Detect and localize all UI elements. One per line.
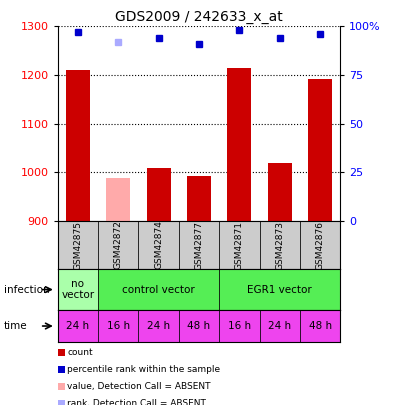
- Text: GSM42876: GSM42876: [316, 221, 325, 269]
- Text: GSM42872: GSM42872: [114, 221, 123, 269]
- Bar: [139, 221, 179, 269]
- Text: percentile rank within the sample: percentile rank within the sample: [67, 365, 220, 374]
- Text: rank, Detection Call = ABSENT: rank, Detection Call = ABSENT: [67, 399, 206, 405]
- Bar: [300, 221, 340, 269]
- Text: GSM42877: GSM42877: [195, 221, 203, 269]
- Bar: [179, 310, 219, 342]
- Bar: [98, 221, 139, 269]
- Text: 16 h: 16 h: [107, 321, 130, 331]
- Bar: [58, 221, 98, 269]
- Bar: [58, 310, 98, 342]
- Bar: [227, 68, 252, 221]
- Text: GSM42874: GSM42874: [154, 221, 163, 269]
- Title: GDS2009 / 242633_x_at: GDS2009 / 242633_x_at: [115, 10, 283, 24]
- Text: infection: infection: [4, 285, 50, 294]
- Bar: [259, 310, 300, 342]
- Bar: [179, 221, 219, 269]
- Bar: [267, 163, 292, 221]
- Text: 24 h: 24 h: [268, 321, 291, 331]
- Bar: [66, 70, 90, 221]
- Bar: [106, 178, 131, 221]
- Bar: [98, 310, 139, 342]
- Text: EGR1 vector: EGR1 vector: [248, 285, 312, 294]
- Bar: [219, 269, 340, 310]
- Bar: [146, 168, 171, 221]
- Text: 48 h: 48 h: [308, 321, 332, 331]
- Text: value, Detection Call = ABSENT: value, Detection Call = ABSENT: [67, 382, 211, 391]
- Text: GSM42873: GSM42873: [275, 221, 284, 269]
- Text: GSM42875: GSM42875: [73, 221, 82, 269]
- Bar: [58, 269, 98, 310]
- Bar: [219, 310, 259, 342]
- Bar: [139, 310, 179, 342]
- Text: time: time: [4, 321, 27, 331]
- Text: GSM42871: GSM42871: [235, 221, 244, 269]
- Text: control vector: control vector: [122, 285, 195, 294]
- Bar: [300, 310, 340, 342]
- Bar: [187, 175, 211, 221]
- Text: count: count: [67, 348, 93, 357]
- Text: 48 h: 48 h: [187, 321, 211, 331]
- Text: no
vector: no vector: [61, 279, 94, 301]
- Bar: [308, 79, 332, 221]
- Bar: [259, 221, 300, 269]
- Bar: [98, 269, 219, 310]
- Text: 16 h: 16 h: [228, 321, 251, 331]
- Text: 24 h: 24 h: [66, 321, 90, 331]
- Bar: [219, 221, 259, 269]
- Text: 24 h: 24 h: [147, 321, 170, 331]
